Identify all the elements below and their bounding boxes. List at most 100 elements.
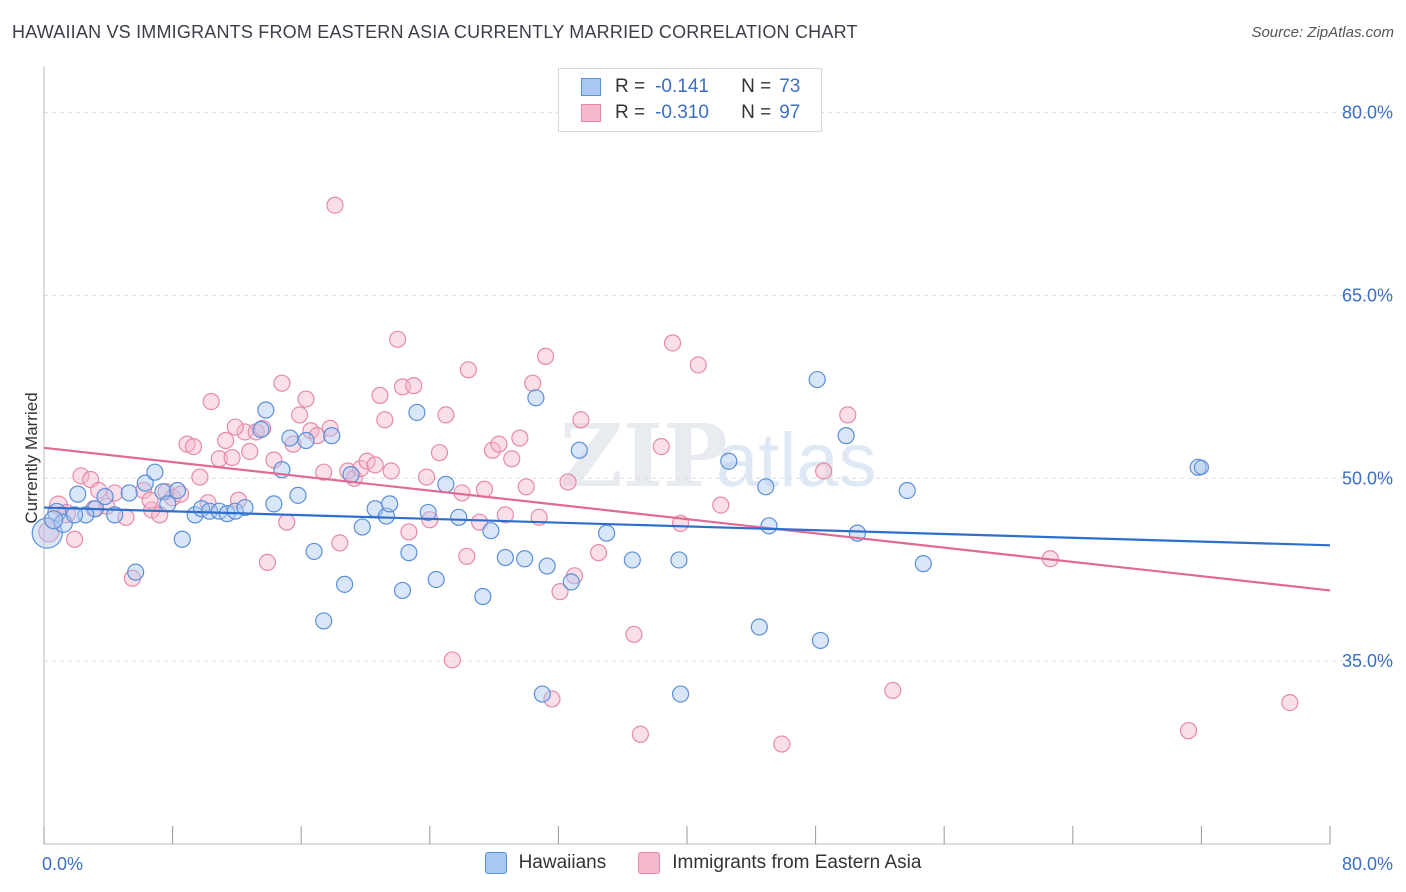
n-value: 97 [779,102,801,123]
trend-line [43,446,1331,592]
data-point [353,518,371,536]
data-point [517,478,535,496]
data-point [358,452,376,470]
y-tick-label: 35.0% [1342,651,1393,671]
series-immigrants-points [38,196,1299,753]
data-point [490,435,508,453]
data-point [437,406,455,424]
data-point [315,463,333,481]
data-point [898,481,916,500]
data-point [226,502,244,520]
data-point [38,521,60,543]
data-point [712,496,730,514]
data-point [884,681,902,700]
data-point [475,480,494,498]
data-point [562,573,580,591]
data-point [393,581,412,600]
stats-row-hawaiians: R = -0.141 N = 73 [581,74,800,100]
axes [43,66,1331,845]
legend-item-immigrants[interactable]: Immigrants from Eastern Asia [638,852,921,874]
data-point [297,390,315,408]
data-point [106,506,124,524]
data-point [297,431,315,450]
data-point [760,517,778,535]
data-point [1189,458,1207,476]
data-point [538,557,556,575]
legend-swatch-blue [484,852,507,874]
data-point [326,196,344,214]
n-value: 73 [779,76,801,97]
data-point [146,463,164,481]
y-tick-label: 65.0% [1342,285,1393,305]
data-point [671,685,690,703]
data-point [815,462,833,480]
x-tick-label: 80.0% [1342,854,1393,874]
data-point [408,403,426,422]
r-value: -0.141 [655,76,709,97]
legend-swatch-blue [581,78,601,96]
data-point [308,427,326,445]
data-point [757,478,775,496]
data-point [65,530,84,548]
data-point [127,563,145,581]
data-point [839,406,857,424]
data-point [808,370,826,389]
data-point [173,530,191,548]
n-label: N = [741,102,772,123]
data-point [437,475,455,493]
data-point [527,389,545,407]
trend-lines [43,446,1331,592]
data-point [1179,722,1198,740]
data-point [223,448,241,467]
r-label: R = [615,76,646,97]
grid-lines [44,112,1394,662]
data-point [670,551,688,569]
data-point [226,418,244,436]
legend-label: Immigrants from Eastern Asia [672,852,922,873]
data-point [459,361,477,379]
data-point [136,474,154,492]
data-point [305,542,323,561]
data-point [750,618,768,636]
data-point [400,523,418,541]
data-point [631,725,649,743]
data-point [376,411,394,429]
data-point [257,401,275,419]
data-point [443,651,461,669]
data-point [371,386,389,404]
data-point [720,452,738,470]
data-point [366,456,384,474]
data-point [141,491,159,509]
data-point [168,481,187,500]
data-point [252,420,270,439]
legend-item-hawaiians[interactable]: Hawaiians [484,852,606,874]
data-point [427,570,445,589]
data-point [419,503,437,522]
data-point [191,468,209,486]
y-tick-label: 80.0% [1342,103,1393,123]
n-label: N = [741,76,772,97]
data-point [689,356,707,374]
data-point [1193,459,1210,475]
data-point [265,495,283,513]
data-point [290,406,309,424]
data-point [202,392,220,411]
data-point [331,534,349,552]
data-point [496,506,514,524]
data-point [663,334,682,352]
data-point [382,462,400,480]
data-point [389,330,407,348]
data-point [417,468,436,486]
source-label: Source: ZipAtlas.com [1251,24,1394,41]
y-tick-label: 50.0% [1342,468,1393,488]
data-point [159,495,177,513]
data-point [511,429,529,447]
data-point [773,735,791,753]
r-value: -0.310 [655,102,709,123]
data-point [69,485,87,503]
stats-legend: R = -0.141 N = 73 R = -0.310 N = 97 [558,68,822,132]
legend-swatch-pink [581,104,601,122]
data-point [623,551,641,569]
data-point [598,524,616,542]
